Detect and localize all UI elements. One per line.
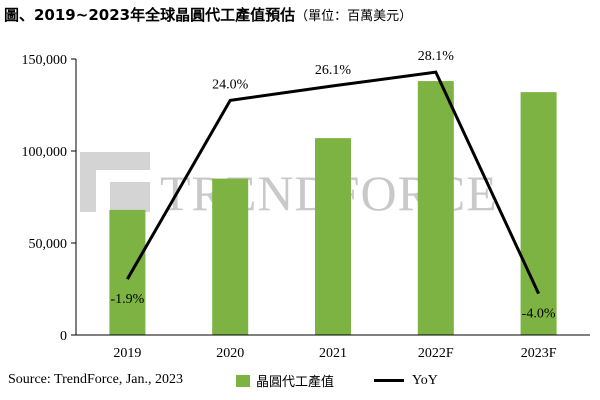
y-tick-label: 50,000 xyxy=(29,237,68,252)
chart-title-unit: （單位：百萬美元） xyxy=(295,9,413,24)
legend: 晶圓代工產值 YoY xyxy=(236,371,438,390)
yoy-data-label: -4.0% xyxy=(522,307,556,322)
legend-line-swatch xyxy=(374,379,405,382)
yoy-data-label: 28.1% xyxy=(418,49,455,64)
bar xyxy=(417,81,454,335)
y-tick-label: 0 xyxy=(60,329,67,344)
legend-line-label: YoY xyxy=(412,372,438,388)
y-axis: 0 50,000 100,000 150,000 xyxy=(22,53,77,344)
yoy-data-label: -1.9% xyxy=(110,292,144,307)
yoy-data-label: 26.1% xyxy=(315,63,352,78)
bar xyxy=(212,178,249,335)
x-tick-label: 2020 xyxy=(216,346,244,361)
bar-series xyxy=(109,81,557,336)
legend-bar-swatch xyxy=(236,374,250,387)
x-tick-label: 2022F xyxy=(418,346,454,361)
bar xyxy=(109,209,146,335)
source-note: Source: TrendForce, Jan., 2023 xyxy=(8,372,183,387)
chart-title: 圖、2019~2023年全球晶圓代工產值預估（單位：百萬美元） xyxy=(4,4,412,25)
x-tick-label: 2019 xyxy=(113,346,141,361)
chart-title-text: 圖、2019~2023年全球晶圓代工產值預估 xyxy=(4,6,296,24)
y-tick-label: 100,000 xyxy=(22,145,68,160)
x-tick-label: 2021 xyxy=(319,346,347,361)
y-tick-label: 150,000 xyxy=(22,53,68,68)
yoy-data-label: 24.0% xyxy=(212,77,249,92)
x-axis: 2019 2020 2021 2022F 2023F xyxy=(76,334,590,361)
legend-bar-label: 晶圓代工產值 xyxy=(256,375,335,390)
x-tick-label: 2023F xyxy=(521,346,557,361)
yoy-line xyxy=(126,70,540,295)
bar xyxy=(315,138,351,335)
yoy-line-series: -1.9% 24.0% 26.1% 28.1% -4.0% xyxy=(110,49,555,321)
bar xyxy=(520,92,557,336)
